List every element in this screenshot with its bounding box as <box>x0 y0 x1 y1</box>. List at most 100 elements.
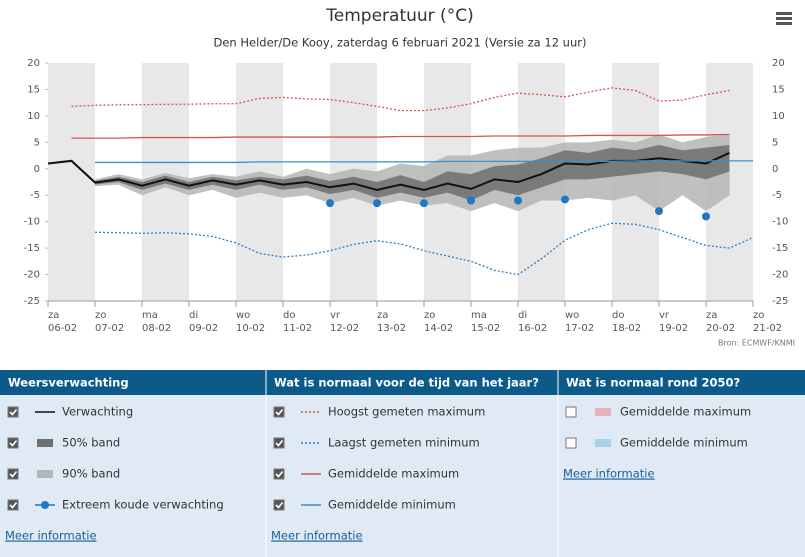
x-tick-date: 21-02 <box>753 323 782 334</box>
menu-bar <box>776 22 792 25</box>
series-line <box>95 160 753 164</box>
checkbox-box <box>565 437 577 449</box>
y2-tick-label: -15 <box>772 243 788 254</box>
y2-tick-label: 15 <box>772 84 785 95</box>
checkbox[interactable] <box>273 437 285 449</box>
day-stripe <box>48 63 95 301</box>
legend-label: Gemiddelde maximum <box>328 467 459 481</box>
x-tick-date: 06-02 <box>48 323 77 334</box>
y-tick-label: -25 <box>24 296 40 307</box>
series-point <box>514 196 522 205</box>
series-point <box>561 195 569 204</box>
x-tick-date: 16-02 <box>518 323 547 334</box>
y2-tick-label: -25 <box>772 296 788 307</box>
checkbox[interactable] <box>273 499 285 511</box>
checkbox-box <box>7 499 19 511</box>
checkbox[interactable] <box>273 468 285 480</box>
legend-group-title: Weersverwachting <box>8 376 129 390</box>
menu-bar <box>776 17 792 20</box>
checkbox-check <box>275 409 284 416</box>
legend-label: Gemiddelde minimum <box>328 498 456 512</box>
legend-swatch <box>37 439 53 447</box>
x-tick-weekday: ma <box>471 310 487 321</box>
checkbox[interactable] <box>565 437 577 449</box>
y2-tick-label: -20 <box>772 270 788 281</box>
legend-label: 90% band <box>62 467 120 481</box>
x-tick-weekday: di <box>189 310 198 321</box>
x-tick-date: 19-02 <box>659 323 688 334</box>
checkbox-box <box>7 468 19 480</box>
series-point <box>655 207 663 216</box>
series-line <box>71 133 730 139</box>
x-tick-date: 08-02 <box>142 323 171 334</box>
checkbox-box <box>7 437 19 449</box>
series-point <box>373 199 381 208</box>
x-tick-weekday: vr <box>330 310 341 321</box>
y2-tick-label: 10 <box>772 111 785 122</box>
checkbox-check <box>9 471 18 478</box>
checkbox[interactable] <box>7 406 19 418</box>
checkbox[interactable] <box>7 437 19 449</box>
x-tick-weekday: di <box>518 310 527 321</box>
more-info-link[interactable]: Meer informatie <box>5 529 97 543</box>
checkbox[interactable] <box>7 499 19 511</box>
series-line <box>94 222 754 276</box>
legend-label: Gemiddelde maximum <box>620 405 751 419</box>
legend-label: Gemiddelde minimum <box>620 436 748 450</box>
legend-group-title: Wat is normaal voor de tijd van het jaar… <box>274 376 539 390</box>
x-tick-date: 09-02 <box>189 323 218 334</box>
series-point <box>420 199 428 208</box>
legend-header <box>0 370 805 395</box>
y2-tick-label: 5 <box>772 137 778 148</box>
series-point <box>326 199 334 208</box>
legend-label: Laagst gemeten minimum <box>328 436 480 450</box>
checkbox-box <box>273 437 285 449</box>
x-tick-weekday: do <box>612 310 624 321</box>
checkbox[interactable] <box>565 406 577 418</box>
x-tick-date: 10-02 <box>236 323 265 334</box>
x-tick-weekday: ma <box>142 310 158 321</box>
checkbox-check <box>9 409 18 416</box>
x-tick-weekday: do <box>283 310 295 321</box>
menu-bar <box>776 12 792 15</box>
y-tick-label: 0 <box>34 164 40 175</box>
checkbox-box <box>273 406 285 418</box>
x-tick-weekday: wo <box>565 310 579 321</box>
checkbox-check <box>275 440 284 447</box>
checkbox-check <box>275 502 284 509</box>
y-tick-label: 20 <box>27 58 40 69</box>
x-tick-date: 14-02 <box>424 323 453 334</box>
x-tick-date: 18-02 <box>612 323 641 334</box>
x-tick-date: 13-02 <box>377 323 406 334</box>
menu-button[interactable] <box>776 12 792 25</box>
x-tick-date: 12-02 <box>330 323 359 334</box>
x-tick-weekday: wo <box>236 310 250 321</box>
y2-tick-label: -10 <box>772 217 788 228</box>
series-point <box>702 212 710 221</box>
legend-label: Hoogst gemeten maximum <box>328 405 485 419</box>
x-tick-date: 15-02 <box>471 323 500 334</box>
x-tick-weekday: zo <box>424 310 435 321</box>
series-point <box>467 196 475 205</box>
checkbox[interactable] <box>273 406 285 418</box>
more-info-link[interactable]: Meer informatie <box>271 529 363 543</box>
y2-tick-label: -5 <box>772 190 782 201</box>
checkbox-check <box>9 502 18 509</box>
checkbox-check <box>275 471 284 478</box>
x-tick-date: 20-02 <box>706 323 735 334</box>
series-line <box>71 87 730 112</box>
legend-label: Verwachting <box>62 405 133 419</box>
checkbox-box <box>273 468 285 480</box>
legend-point <box>41 501 49 509</box>
y-tick-label: 15 <box>27 84 40 95</box>
x-tick-weekday: za <box>377 310 388 321</box>
more-info-link[interactable]: Meer informatie <box>563 467 655 481</box>
checkbox-box <box>7 406 19 418</box>
legend-swatch <box>37 470 53 478</box>
series-band <box>95 144 730 201</box>
x-tick-weekday: za <box>48 310 59 321</box>
checkbox[interactable] <box>7 468 19 480</box>
x-tick-weekday: vr <box>659 310 670 321</box>
x-tick-weekday: zo <box>95 310 106 321</box>
